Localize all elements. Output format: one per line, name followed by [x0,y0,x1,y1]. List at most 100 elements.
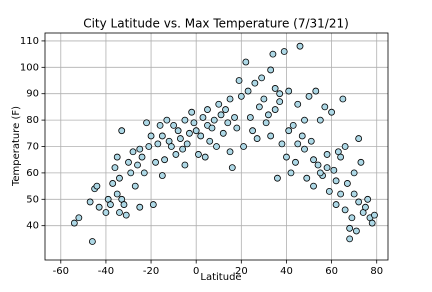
point [246,114,254,121]
point [226,95,234,103]
y-tick-label: 100 [20,62,39,73]
plot-frame [44,32,389,261]
point [129,148,137,156]
point [339,95,347,103]
point [147,132,155,140]
y-tick-label: 50 [26,194,39,205]
point [222,106,229,113]
point [158,132,166,140]
point [224,119,232,127]
point [113,190,121,198]
point [235,77,243,84]
point [289,121,297,129]
point [307,137,315,145]
point [158,172,166,179]
point [346,235,354,243]
point [186,129,193,137]
point [233,124,241,132]
point [265,111,272,119]
point [111,164,119,172]
point [364,195,372,203]
point [276,98,284,106]
point [328,108,335,116]
point [116,174,123,182]
point [125,158,132,166]
point [163,116,171,124]
point [298,132,306,140]
point [242,58,250,66]
point [312,87,320,95]
point [316,169,324,177]
point [260,95,268,103]
point [355,135,363,142]
point [251,79,259,87]
x-tick-label: 20 [235,266,248,277]
point [353,227,360,235]
point [145,143,153,150]
point [337,190,345,198]
point [204,106,211,113]
point [332,201,340,208]
x-tick-label: 40 [280,266,293,277]
point [310,182,317,190]
point [167,143,175,150]
point [122,211,130,219]
point [276,90,284,98]
point [262,119,270,127]
point [332,177,340,185]
point [237,92,245,100]
point [244,87,252,95]
x-tick-label: -40 [98,266,114,277]
point [362,203,369,211]
point [357,158,365,166]
point [314,161,322,169]
point [140,169,148,177]
point [294,140,302,148]
point [149,201,157,208]
x-tick-label: -20 [143,266,159,277]
point [343,180,351,187]
point [154,140,162,148]
point [231,114,238,121]
point [274,174,281,182]
point [208,124,216,132]
point [88,238,96,245]
x-tick-label: -60 [53,266,69,277]
point [172,151,180,158]
point [86,198,94,206]
point [371,211,378,219]
point [368,219,376,227]
x-tick-label: 0 [193,266,199,277]
point [109,180,117,187]
point [107,201,114,208]
point [325,187,333,195]
point [199,114,207,121]
point [285,127,293,135]
point [215,100,223,108]
point [310,156,317,164]
point [127,169,135,177]
point [217,111,225,119]
point [228,164,236,172]
y-tick-label: 60 [26,168,39,179]
point [341,206,349,214]
point [348,214,356,222]
point [138,153,146,161]
point [292,158,299,166]
point [179,145,187,153]
point [294,100,302,108]
y-tick-label: 110 [20,36,39,47]
point [240,143,247,150]
point [301,145,308,153]
point [210,116,218,124]
point [278,140,286,148]
point [341,143,349,150]
point [350,190,358,198]
point [258,74,266,82]
point [271,106,279,113]
point [181,161,189,169]
point [301,116,308,124]
point [267,66,275,74]
point [219,129,227,137]
